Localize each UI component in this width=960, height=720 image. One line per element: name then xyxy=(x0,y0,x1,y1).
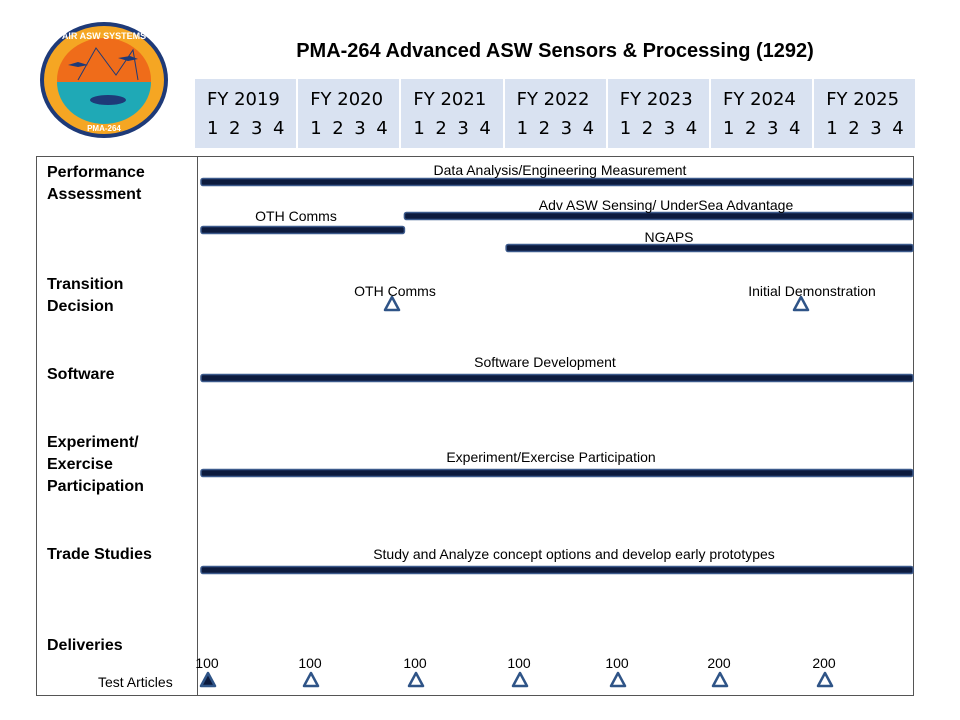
test-articles-label: Test Articles xyxy=(98,674,173,690)
fy-label: FY 2021 xyxy=(413,89,487,110)
quarter-label: 3 xyxy=(767,118,779,139)
quarter-label: 3 xyxy=(251,118,263,139)
fy-label: FY 2023 xyxy=(619,89,693,110)
schedule-divider xyxy=(197,156,198,696)
fy-header-cell: FY 2021 1 2 3 4 xyxy=(401,79,505,148)
delivery-triangle xyxy=(816,671,834,688)
fy-label: FY 2020 xyxy=(310,89,384,110)
quarter-label: 1 xyxy=(207,118,219,139)
fy-label: FY 2025 xyxy=(826,89,900,110)
milestone-triangle xyxy=(792,295,810,312)
quarter-label: 2 xyxy=(538,118,551,139)
fy-header-cell: FY 2025 1 2 3 4 xyxy=(814,79,918,148)
gantt-bar-label: Study and Analyze concept options and de… xyxy=(373,546,775,562)
quarter-label: 4 xyxy=(479,118,491,139)
milestone-triangle xyxy=(383,295,401,312)
fy-header-cell: FY 2023 1 2 3 4 xyxy=(607,79,711,148)
quarter-label: 4 xyxy=(273,118,285,139)
gantt-bar-label: Adv ASW Sensing/ UnderSea Advantage xyxy=(539,197,794,213)
gantt-bar-label: Experiment/Exercise Participation xyxy=(446,449,655,465)
gantt-bar xyxy=(505,243,914,253)
delivery-triangle xyxy=(407,671,425,688)
row-label-software: Software xyxy=(47,366,115,383)
delivery-quantity-label: 100 xyxy=(195,655,219,671)
gantt-bar-label: NGAPS xyxy=(644,229,693,245)
quarter-label: 1 xyxy=(723,118,735,139)
quarter-label: 4 xyxy=(685,118,698,139)
quarter-label: 2 xyxy=(745,118,757,139)
quarter-label: 4 xyxy=(582,118,595,139)
logo-bottom-text: PMA-264 xyxy=(87,124,121,133)
quarter-label: 4 xyxy=(789,118,801,139)
quarter-label: 1 xyxy=(619,118,632,139)
delivery-triangle xyxy=(711,671,729,688)
milestone-label: OTH Comms xyxy=(354,283,436,299)
delivery-quantity-label: 200 xyxy=(812,655,836,671)
fy-label: FY 2024 xyxy=(723,89,796,110)
gantt-bar xyxy=(200,565,914,575)
gantt-bar xyxy=(403,211,914,221)
fy-header-cell: FY 2020 1 2 3 4 xyxy=(298,79,402,148)
quarter-label: 1 xyxy=(310,118,322,139)
logo-top-text: AIR ASW SYSTEMS xyxy=(62,31,146,41)
fiscal-year-header: FY 2019 1 2 3 4 FY 2020 1 2 3 4 FY 2021 1 2 3 4 FY 2022… xyxy=(195,79,918,148)
delivery-quantity-label: 100 xyxy=(298,655,322,671)
quarter-label: 3 xyxy=(560,118,573,139)
quarter-label: 4 xyxy=(892,118,904,139)
quarter-label: 3 xyxy=(870,118,882,139)
quarter-label: 3 xyxy=(457,118,469,139)
quarter-label: 3 xyxy=(354,118,366,139)
pma-264-logo: AIR ASW SYSTEMS PMA-264 xyxy=(40,22,168,138)
delivery-quantity-label: 100 xyxy=(403,655,427,671)
gantt-bar-label: OTH Comms xyxy=(255,208,337,224)
quarter-label: 1 xyxy=(413,118,425,139)
quarter-label: 1 xyxy=(826,118,838,139)
delivery-triangle xyxy=(199,671,217,688)
fy-header-cell: FY 2022 1 2 3 4 xyxy=(504,79,608,148)
gantt-bar xyxy=(200,225,406,235)
delivery-quantity-label: 100 xyxy=(507,655,531,671)
gantt-bar xyxy=(200,177,914,187)
quarter-label: 4 xyxy=(376,118,388,139)
row-label-transition-decision: Transition Decision xyxy=(47,276,124,315)
delivery-triangle xyxy=(609,671,627,688)
row-label-performance-assessment: Performance Assessment xyxy=(47,164,145,203)
delivery-quantity-label: 100 xyxy=(605,655,629,671)
fy-header-cell: FY 2024 1 2 3 4 xyxy=(711,79,815,148)
quarter-label: 2 xyxy=(229,118,241,139)
quarter-label: 1 xyxy=(516,118,529,139)
row-label-trade-studies: Trade Studies xyxy=(47,546,152,563)
delivery-quantity-label: 200 xyxy=(707,655,731,671)
quarter-label: 2 xyxy=(435,118,447,139)
row-label-experiment-exercise: Experiment/ Exercise Participation xyxy=(47,434,144,495)
quarter-label: 2 xyxy=(848,118,860,139)
gantt-bar xyxy=(200,468,914,478)
gantt-bar-label: Data Analysis/Engineering Measurement xyxy=(434,162,687,178)
delivery-triangle xyxy=(511,671,529,688)
fy-header-cell: FY 2019 1 2 3 4 xyxy=(195,79,299,148)
schedule-frame xyxy=(36,156,914,696)
milestone-label: Initial Demonstration xyxy=(748,283,876,299)
chart-title: PMA-264 Advanced ASW Sensors & Processin… xyxy=(296,40,814,62)
fy-label: FY 2022 xyxy=(516,89,590,110)
fy-label: FY 2019 xyxy=(207,89,280,110)
gantt-bar-label: Software Development xyxy=(474,354,616,370)
quarter-label: 3 xyxy=(663,118,676,139)
gantt-bar xyxy=(200,373,914,383)
quarter-label: 2 xyxy=(641,118,654,139)
quarter-label: 2 xyxy=(332,118,344,139)
row-label-deliveries: Deliveries xyxy=(47,637,123,654)
delivery-triangle xyxy=(302,671,320,688)
